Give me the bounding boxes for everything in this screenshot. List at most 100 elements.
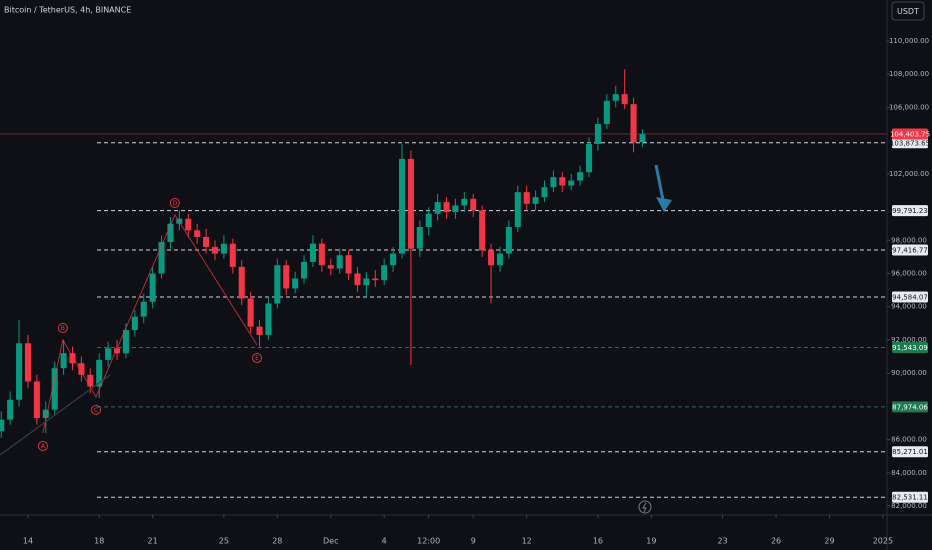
candle-body [514,192,521,228]
candle-body [247,298,254,327]
wave-marker [91,404,101,415]
x-tick-label: 19 [646,537,656,546]
candle-body [603,100,610,125]
candle-body [479,210,486,251]
candle-body [238,266,245,299]
x-tick-label: 23 [718,537,728,546]
candle-body [621,94,628,105]
candle-body [443,202,450,213]
level-label: 94,584.07 [892,294,928,302]
candle-body [568,180,575,186]
x-tick-label: Dec [323,537,338,546]
level-label-box [892,446,928,458]
y-tick-label: 82,000.00 [891,502,927,510]
wave-marker [252,352,262,363]
wave-label: B [61,325,65,332]
y-tick-label: 102,000.00 [889,170,929,178]
candle-body [372,278,379,281]
candle-body [398,158,406,254]
x-tick-label: 12:00 [417,537,440,546]
candle-body [336,255,343,269]
y-tick-label: 86,000.00 [891,436,927,444]
candle-body [42,409,49,419]
wave-marker [169,197,180,208]
level-label-box [892,342,928,354]
y-tick-label: 106,000.00 [889,103,929,111]
candle-body [630,104,637,143]
candle-body [301,261,308,279]
forecast-arrow [654,164,672,212]
icon-circle[interactable] [638,500,652,514]
level-label-box [892,244,928,256]
candle-body [559,177,566,186]
y-tick-label: 96,000.00 [891,270,927,278]
candle-body [7,399,14,420]
y-tick-label: 94,000.00 [891,303,927,311]
level-label: 85,271.01 [892,448,928,456]
candle-body [16,343,23,400]
candle-body [78,363,85,375]
button-frame[interactable] [891,1,925,21]
candle-body [256,326,263,335]
icon-bolt[interactable] [642,502,647,513]
y-tick-label: 108,000.00 [889,70,929,78]
y-tick-label: 98,000.00 [891,236,927,244]
level-label: 103,873.65 [890,139,930,147]
candle-body [274,265,281,304]
candle-body [496,253,503,266]
level-label: 97,416.77 [892,246,928,254]
candle-body [60,353,67,369]
candle-body [211,246,219,254]
candle-body [354,273,361,286]
symbol-title: Bitcoin / TetherUS, 4h, BINANCE [4,6,131,15]
candle-body [488,250,495,266]
candle-body [577,172,584,181]
candle-body [292,278,299,289]
candle-body [318,243,325,266]
y-tick-label: 90,000.00 [891,369,927,377]
candle-body [585,143,593,173]
arrow-shaft [654,164,665,201]
candle-body [203,236,210,247]
wave-marker [37,441,48,451]
candle-body [309,243,316,262]
candle-body [185,218,192,231]
plot-area: A B C D E [0,69,887,498]
trend-line [0,374,111,456]
candle-body [194,230,201,237]
x-tick-label: 18 [94,537,104,546]
last-price-box [892,128,928,140]
candle-body [612,94,619,101]
replay-icon[interactable] [638,500,652,514]
candle-body [381,265,388,281]
candle-body [158,241,165,274]
level-label-box [892,491,928,503]
candle-body [541,187,548,198]
candle-body [131,316,138,330]
candle-body [434,202,441,214]
x-tick-label: 12 [522,537,532,546]
time-axis [0,515,932,550]
wave-label: A [41,443,46,450]
y-tick-label: 92,000.00 [891,336,927,344]
candle-body [425,213,432,228]
level-label: 91,543.09 [892,344,928,352]
wave-marker [57,323,68,333]
candle-body [345,255,352,274]
candle-body [167,223,174,242]
candle-body [532,197,539,204]
y-tick-label: 84,000.00 [891,469,927,477]
candle-body [149,273,156,302]
candle-body [51,368,58,410]
candle-body [594,124,601,144]
currency-button[interactable]: USDT [891,1,925,21]
button-label[interactable]: USDT [897,7,919,16]
candle-body [69,353,76,364]
candle-body [87,374,94,387]
x-tick-label: 26 [771,537,781,546]
x-tick-label: 14 [23,537,33,546]
x-tick-label: 21 [148,537,158,546]
y-tick-label: 110,000.00 [889,37,929,45]
